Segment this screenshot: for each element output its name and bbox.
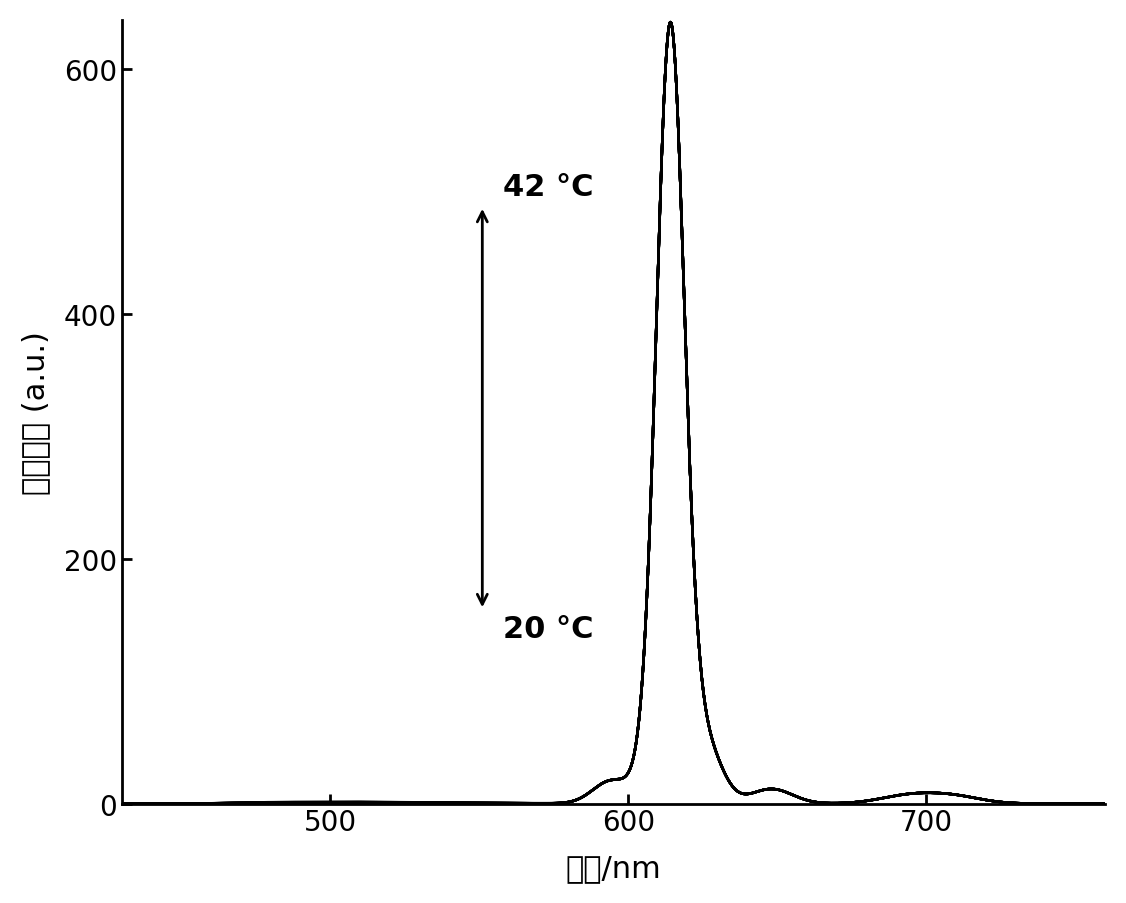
Y-axis label: 发射强度 (a.u.): 发射强度 (a.u.) <box>21 330 50 494</box>
Text: 42 °C: 42 °C <box>503 172 593 202</box>
Text: 20 °C: 20 °C <box>503 614 593 643</box>
X-axis label: 波长/nm: 波长/nm <box>565 853 661 882</box>
